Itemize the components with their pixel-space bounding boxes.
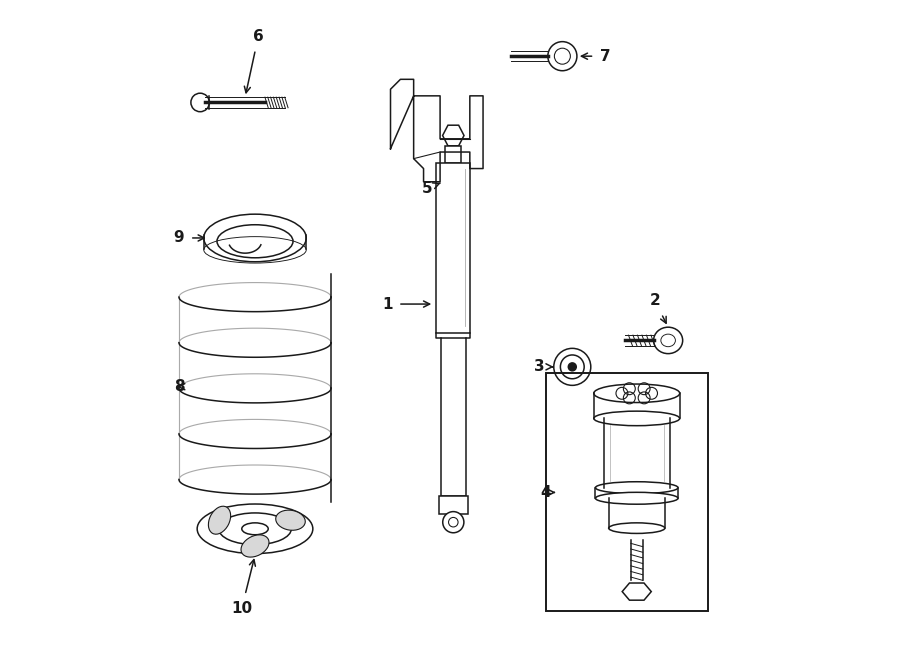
Ellipse shape: [209, 506, 230, 534]
Bar: [438, 496, 468, 514]
Ellipse shape: [608, 523, 665, 533]
Text: 10: 10: [231, 560, 256, 615]
Bar: [446, 146, 461, 163]
Bar: [596, 488, 678, 498]
Text: 2: 2: [650, 293, 666, 323]
Text: 7: 7: [581, 49, 610, 63]
Bar: [545, 373, 707, 611]
Polygon shape: [622, 583, 652, 600]
Ellipse shape: [596, 482, 678, 494]
Text: 8: 8: [174, 379, 184, 394]
Text: 1: 1: [382, 297, 429, 311]
Circle shape: [191, 93, 210, 112]
Ellipse shape: [242, 523, 268, 535]
Ellipse shape: [241, 535, 269, 557]
Circle shape: [554, 348, 590, 385]
Ellipse shape: [596, 492, 678, 504]
Ellipse shape: [197, 504, 313, 554]
Circle shape: [568, 363, 576, 371]
Ellipse shape: [594, 384, 680, 403]
Polygon shape: [443, 125, 464, 146]
Circle shape: [548, 42, 577, 71]
Text: 3: 3: [534, 360, 553, 374]
Text: 5: 5: [421, 181, 440, 196]
Ellipse shape: [594, 411, 680, 426]
Text: 4: 4: [541, 485, 554, 500]
Bar: [441, 338, 466, 496]
Text: 9: 9: [174, 231, 204, 245]
Bar: [436, 163, 471, 333]
Circle shape: [443, 512, 464, 533]
Ellipse shape: [275, 510, 305, 530]
Ellipse shape: [653, 327, 683, 354]
Ellipse shape: [203, 214, 306, 262]
Text: 6: 6: [245, 29, 264, 93]
